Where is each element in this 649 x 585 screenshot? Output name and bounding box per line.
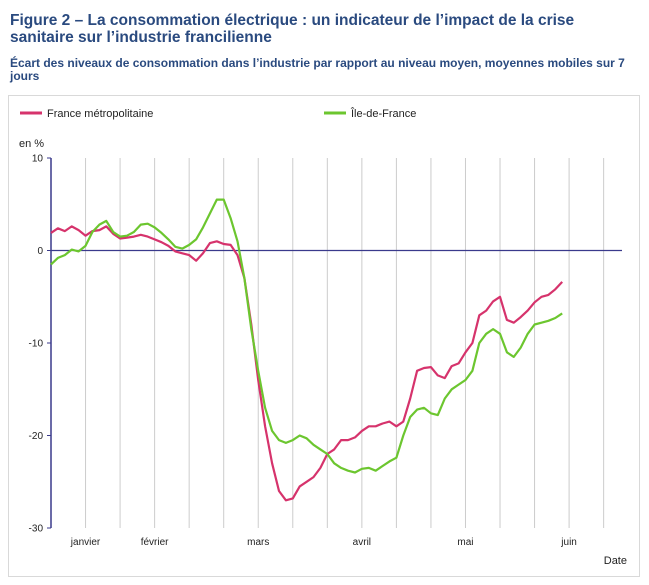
line-chart: France métropolitaine Île-de-France en %…	[19, 107, 627, 567]
x-axis-label: Date	[604, 555, 627, 567]
chart-title: Figure 2 – La consommation électrique : …	[10, 12, 575, 46]
y-axis-label: en %	[19, 138, 44, 150]
y-tick-label-1: 0	[37, 246, 43, 257]
x-ticks: janvier février mars avril mai juin	[70, 537, 577, 548]
legend-label-france: France métropolitaine	[47, 108, 153, 120]
y-tick-label-3: -20	[29, 431, 44, 442]
gridlines	[50, 158, 622, 528]
legend: France métropolitaine Île-de-France	[20, 107, 416, 120]
x-tick-label-5: juin	[560, 537, 577, 548]
y-ticks: 10 0 -10 -20 -30	[29, 154, 51, 535]
series-line-ile-de-france	[50, 198, 563, 474]
legend-label-idf: Île-de-France	[350, 107, 416, 120]
chart-panel: France métropolitaine Île-de-France en %…	[8, 95, 640, 577]
x-tick-label-2: mars	[247, 537, 269, 548]
series-line-france-metropolitaine	[50, 225, 564, 502]
x-tick-label-0: janvier	[70, 537, 101, 548]
x-tick-label-4: mai	[457, 537, 473, 548]
chart-subtitle: Écart des niveaux de consommation dans l…	[10, 56, 625, 83]
x-tick-label-3: avril	[353, 537, 371, 548]
y-tick-label-0: 10	[32, 154, 44, 165]
y-tick-label-4: -30	[29, 524, 44, 535]
series-lines	[50, 198, 564, 502]
y-tick-label-2: -10	[29, 339, 44, 350]
x-tick-label-1: février	[141, 537, 169, 548]
